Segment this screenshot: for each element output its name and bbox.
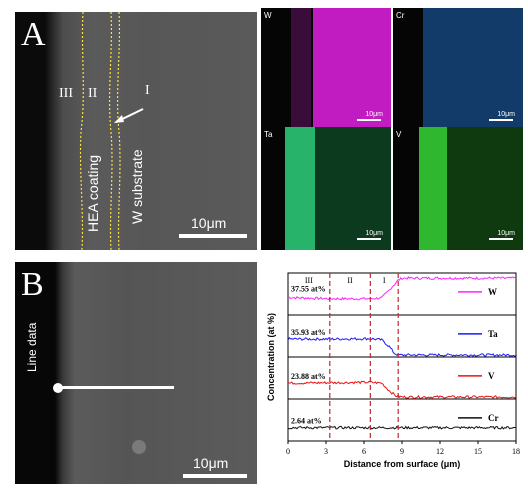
line-scan-chart: 37.55 at% W 35.93 at% Ta 23.88 at% V 2.64 at% C…: [266, 272, 520, 469]
eds-map-ta-scale-text: 10μm: [365, 230, 383, 237]
eds-map-w-scale-text: 10μm: [365, 111, 383, 118]
legend-label-ta: Ta: [488, 329, 498, 339]
x-tick-label: 18: [512, 447, 520, 456]
series-line-cr: [287, 425, 517, 430]
series-line-w: [287, 276, 517, 301]
eds-map-cr-scalebar: [489, 119, 513, 121]
annotation-ta: 35.93 at%: [291, 328, 326, 337]
x-tick-label: 9: [400, 447, 404, 456]
region-label-ii: II: [347, 276, 353, 285]
region-label-i: I: [383, 276, 386, 285]
x-tick-label: 3: [324, 447, 328, 456]
eds-map-ta: Ta 10μm: [261, 127, 391, 250]
eds-map-ta-scalebar: [357, 238, 381, 240]
eds-map-cr-label: Cr: [396, 11, 405, 20]
eds-map-w-scalebar: [357, 119, 381, 121]
panel-b-letter: B: [21, 266, 44, 303]
hea-coating-label: HEA coating: [85, 154, 101, 232]
interface-lines: [79, 12, 144, 250]
eds-map-w-label: W: [264, 11, 272, 20]
annotation-cr: 2.64 at%: [291, 417, 322, 426]
eds-map-ta-label: Ta: [264, 130, 273, 139]
w-substrate-label: W substrate: [129, 149, 145, 224]
x-axis-label: Distance from surface (μm): [344, 459, 461, 469]
eds-map-cr-scale-text: 10μm: [497, 111, 515, 118]
annotation-v: 23.88 at%: [291, 372, 326, 381]
eds-map-cr: Cr 10μm: [393, 8, 523, 131]
eds-map-w: W 10μm: [261, 8, 391, 131]
line-data-label: Line data: [25, 322, 39, 372]
eds-map-v-scalebar: [489, 238, 513, 240]
eds-map-v-label: V: [396, 130, 402, 139]
region-label-ii: II: [88, 86, 98, 101]
series-line-ta: [287, 337, 517, 358]
legend-label-cr: Cr: [488, 413, 499, 423]
x-tick-label: 0: [286, 447, 290, 456]
panel-a-scalebar: [179, 234, 247, 238]
legend-label-v: V: [488, 371, 495, 381]
series-line-v: [287, 380, 517, 400]
particle-feature: [132, 440, 146, 454]
eds-map-v: V 10μm: [393, 127, 523, 250]
eds-map-v-scale-text: 10μm: [497, 230, 515, 237]
x-tick-label: 15: [474, 447, 482, 456]
panel-b-scalebar: [183, 474, 247, 478]
region-label-iii: III: [59, 86, 73, 101]
y-axis-label: Concentration (at %): [266, 313, 276, 401]
x-tick-label: 12: [436, 447, 444, 456]
line-scan-line: [58, 386, 174, 389]
panel-a-letter: A: [21, 16, 46, 53]
panel-a-sem-image: A III II I HEA coating W substrate 10μm: [15, 12, 257, 250]
panel-b-scale-text: 10μm: [193, 455, 229, 471]
panel-b-sem-image: B Line data 10μm: [15, 262, 257, 484]
legend-label-w: W: [488, 287, 497, 297]
region-label-iii: III: [305, 276, 313, 285]
region-label-i: I: [145, 83, 150, 98]
x-tick-label: 6: [362, 447, 366, 456]
annotation-w: 37.55 at%: [291, 284, 326, 293]
panel-a-scale-text: 10μm: [191, 215, 227, 231]
